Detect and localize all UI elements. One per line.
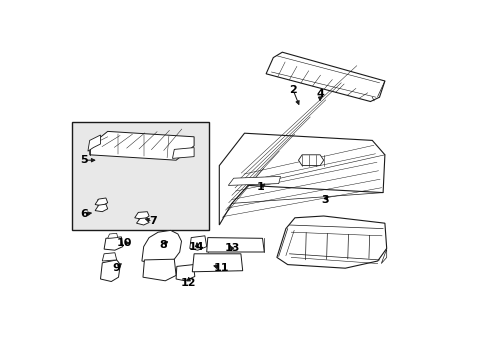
Text: 13: 13 <box>224 243 239 253</box>
Polygon shape <box>192 254 242 272</box>
Text: 14: 14 <box>189 242 204 252</box>
Polygon shape <box>101 260 120 282</box>
Text: 3: 3 <box>321 195 328 205</box>
Polygon shape <box>88 135 101 151</box>
Polygon shape <box>219 133 384 225</box>
Text: 8: 8 <box>159 240 167 250</box>
Text: 4: 4 <box>316 89 324 99</box>
Polygon shape <box>172 148 194 158</box>
Polygon shape <box>381 249 386 264</box>
Text: 7: 7 <box>148 216 156 226</box>
Polygon shape <box>142 259 176 281</box>
Text: 1: 1 <box>256 182 264 192</box>
Text: 5: 5 <box>81 155 88 165</box>
Polygon shape <box>134 212 149 220</box>
Polygon shape <box>104 237 122 250</box>
Text: 2: 2 <box>288 85 296 95</box>
Polygon shape <box>95 198 107 206</box>
Polygon shape <box>206 238 264 252</box>
Polygon shape <box>265 52 384 102</box>
Polygon shape <box>136 218 149 225</box>
Polygon shape <box>107 233 118 238</box>
Text: 9: 9 <box>113 263 121 273</box>
Text: 6: 6 <box>80 209 88 219</box>
Polygon shape <box>276 216 386 268</box>
Text: 11: 11 <box>213 263 228 273</box>
Bar <box>72 122 208 230</box>
Polygon shape <box>142 230 181 264</box>
Polygon shape <box>298 155 323 166</box>
Polygon shape <box>228 176 280 185</box>
Polygon shape <box>89 131 194 160</box>
Text: 10: 10 <box>116 238 131 248</box>
Polygon shape <box>95 204 107 212</box>
Polygon shape <box>176 265 194 281</box>
Polygon shape <box>102 253 117 261</box>
Polygon shape <box>189 236 206 250</box>
Text: 12: 12 <box>181 278 196 288</box>
